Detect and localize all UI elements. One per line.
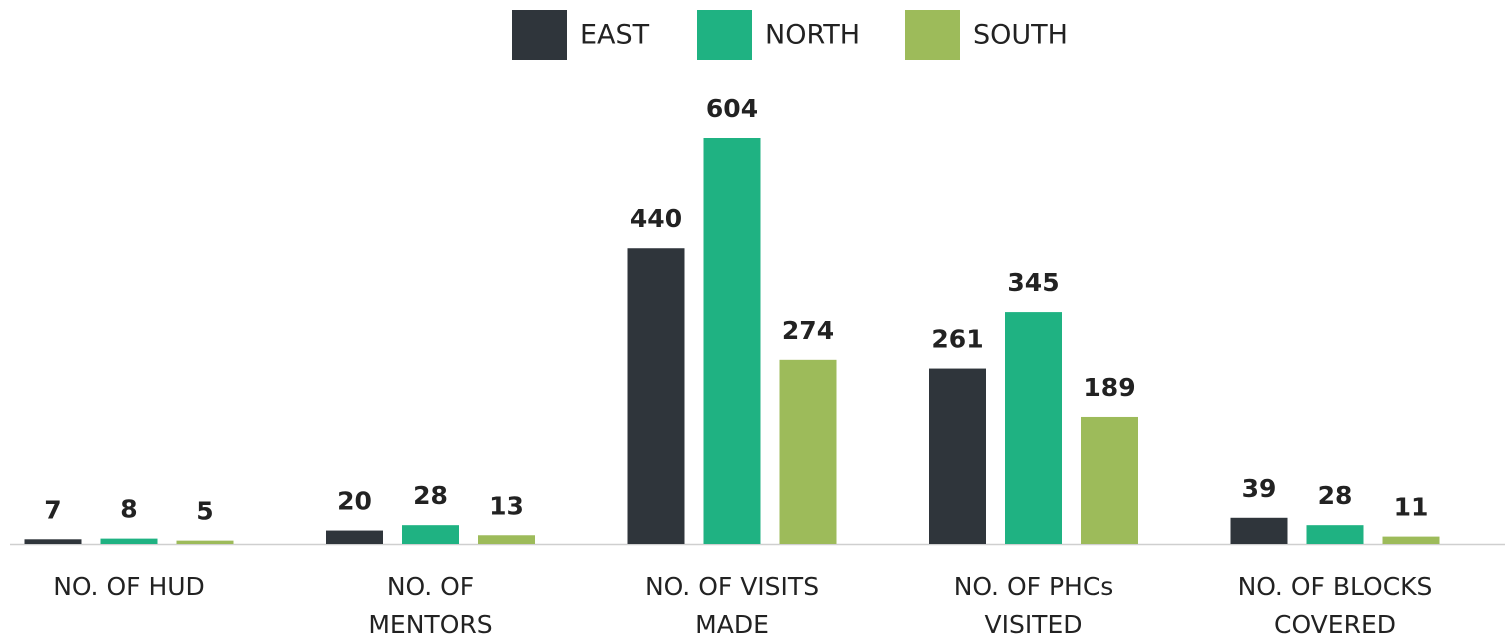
value-label: 8 <box>120 495 137 524</box>
bar <box>1230 517 1288 544</box>
bar <box>326 530 383 544</box>
value-label: 345 <box>1007 268 1059 297</box>
x-tick-label: NO. OF HUD <box>53 572 205 601</box>
value-label: 189 <box>1083 373 1135 402</box>
bar <box>1382 536 1440 544</box>
value-label: 28 <box>1318 481 1353 510</box>
x-tick-label: NO. OF BLOCKS COVERED <box>1237 572 1433 639</box>
bar <box>627 248 685 544</box>
legend-label: EAST <box>580 20 650 51</box>
legend-label: SOUTH <box>973 20 1068 51</box>
bar <box>176 540 234 544</box>
bar <box>478 535 535 544</box>
value-label: 604 <box>706 94 758 123</box>
bar <box>402 525 459 544</box>
value-label: 28 <box>413 481 448 510</box>
bar <box>1005 312 1062 544</box>
value-label: 440 <box>630 204 682 233</box>
value-label: 11 <box>1394 493 1429 522</box>
bar <box>1306 525 1364 544</box>
bar <box>1081 416 1138 544</box>
bar <box>703 138 761 544</box>
bar <box>779 359 837 544</box>
value-label: 13 <box>489 491 524 520</box>
bar <box>929 368 986 544</box>
x-tick-label: NO. OF VISITS MADE <box>644 572 820 639</box>
bar <box>24 539 82 544</box>
value-label: 5 <box>196 497 213 526</box>
value-label: 7 <box>44 495 61 524</box>
value-label: 274 <box>782 316 834 345</box>
legend-label: NORTH <box>765 20 860 51</box>
legend-swatch <box>905 10 960 60</box>
legend-swatch <box>512 10 567 60</box>
bar <box>100 538 158 544</box>
legend-swatch <box>697 10 752 60</box>
value-label: 261 <box>931 325 983 354</box>
value-label: 39 <box>1242 474 1277 503</box>
value-label: 20 <box>337 487 372 516</box>
x-tick-label: NO. OF PHCs VISITED <box>953 572 1114 639</box>
x-tick-label: NO. OF MENTORS <box>368 572 493 639</box>
